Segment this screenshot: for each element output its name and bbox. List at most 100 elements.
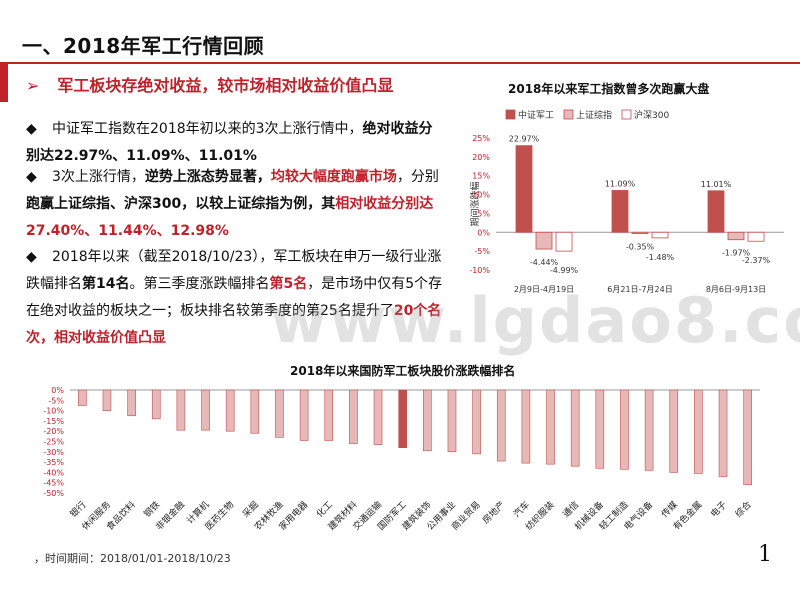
- bar: [644, 389, 654, 471]
- bullet-2-text-d: ，分别: [396, 169, 439, 185]
- x-tick-label: 化工: [314, 499, 335, 520]
- bullet-3-text-a: 2018年以来（截至2018/10/23），军工板块在申万一级行业涨跌幅排名: [26, 249, 442, 292]
- bar: [324, 389, 334, 441]
- bar: [225, 389, 235, 432]
- bullet-3-text-b: 第14名: [82, 276, 130, 292]
- y-tick-label: 15%: [472, 172, 490, 181]
- headline: ➢ 军工板块存绝对收益，较市场相对收益价值凸显: [26, 72, 393, 96]
- bar: [521, 389, 531, 464]
- bar: [496, 389, 506, 462]
- bullet-2-text-c: 均较大幅度跑赢市场: [270, 169, 397, 185]
- bar: [299, 389, 309, 441]
- footnote: ，时间期间：2018/01/01-2018/10/23: [34, 552, 231, 565]
- legend-label: 中证军工: [518, 109, 554, 121]
- bar: [747, 231, 765, 242]
- y-axis-label: 期间涨跌幅: [469, 181, 481, 226]
- chart2-title: 2018年以来国防军工板块股价涨跌幅排名: [290, 364, 516, 378]
- bar: [373, 389, 383, 445]
- legend-swatch: [505, 109, 516, 120]
- data-label: 11.09%: [605, 179, 636, 188]
- bullet-1: ◆ 中证军工指数在2018年初以来的3次上涨行情中，绝对收益分别达22.97%、1…: [26, 116, 446, 170]
- bar: [349, 389, 358, 444]
- bar: [669, 389, 679, 473]
- y-tick-label: -35%: [43, 458, 64, 467]
- bullet-1-text-b: 绝对收益分别达22.97%、11.09%、11.01%: [26, 121, 433, 164]
- legend-swatch: [563, 109, 574, 120]
- bullet-3-text-d: 第5名: [269, 276, 308, 292]
- x-tick-label: 银行: [67, 499, 88, 520]
- bar: [595, 389, 605, 469]
- bullet-2: ◆ 3次上涨行情，逆势上涨态势显著，均较大幅度跑赢市场，分别跑赢上证综指、沪深30…: [26, 164, 446, 245]
- legend-label: 上证综指: [576, 109, 612, 121]
- bar: [201, 389, 210, 431]
- bar: [423, 389, 432, 452]
- diamond-bullet-icon: ◆: [26, 169, 37, 185]
- bar: [447, 389, 457, 453]
- y-tick-label: -30%: [43, 448, 64, 457]
- y-tick-label: 5%: [477, 209, 490, 218]
- bullet-2-text-f: 相对收益分别达27.40%、11.44%、12.98%: [26, 196, 434, 239]
- bullet-3-text-f: 20个名次，相对收益价值凸显: [26, 303, 442, 346]
- title-divider: [0, 62, 800, 64]
- bar: [546, 389, 555, 465]
- diamond-bullet-icon: ◆: [26, 249, 37, 265]
- bar: [620, 389, 629, 470]
- y-tick-label: -15%: [43, 417, 64, 426]
- bar: [651, 231, 669, 239]
- data-label: -1.48%: [646, 253, 675, 262]
- y-tick-label: 25%: [472, 134, 490, 143]
- bar: [78, 389, 87, 406]
- data-label: -2.37%: [742, 256, 771, 265]
- y-tick-label: -50%: [43, 489, 64, 498]
- y-tick-label: 0%: [477, 228, 490, 237]
- data-label: -4.44%: [530, 258, 559, 267]
- bullet-2-text-b: 逆势上涨态势显著，: [144, 169, 271, 185]
- bar: [127, 389, 136, 417]
- bar: [515, 145, 533, 233]
- x-tick-label: 传媒: [659, 499, 680, 520]
- bar: [535, 231, 553, 250]
- page-title: 一、2018年军工行情回顾: [22, 34, 265, 58]
- page-number: 1: [758, 542, 772, 567]
- legend-label: 沪深300: [634, 109, 669, 121]
- bullet-3-text-c: 。第三季度涨跌幅排名: [129, 276, 270, 292]
- bar: [250, 389, 260, 434]
- bullet-3-text-e: ，是市场中仅有5个存在绝对收益的板块之一；板块排名较第季度的第25名提升了: [26, 276, 443, 319]
- legend-swatch: [621, 109, 632, 120]
- bullet-2-text-a: 3次上涨行情，: [52, 169, 145, 185]
- bar: [694, 389, 703, 474]
- x-tick-label: 电子: [708, 499, 729, 520]
- headline-text: 军工板块存绝对收益，较市场相对收益价值凸显: [57, 76, 394, 95]
- x-tick-label: 8月6日-9月13日: [706, 285, 766, 294]
- bar: [611, 190, 629, 233]
- data-label: -0.35%: [626, 243, 655, 252]
- bar: [727, 231, 745, 241]
- chart1-title: 2018年以来军工指数曾多次跑赢大盘: [508, 82, 710, 96]
- bar: [176, 389, 186, 431]
- bar: [102, 389, 112, 411]
- y-tick-label: -10%: [43, 407, 64, 416]
- bar: [472, 389, 481, 455]
- bar: [151, 389, 161, 420]
- bar: [743, 389, 752, 486]
- y-tick-label: 0%: [51, 386, 64, 395]
- x-tick-label: 房地产: [480, 499, 508, 527]
- bullet-1-text-a: 中证军工指数在2018年初以来的3次上涨行情中，: [52, 121, 363, 137]
- bar: [555, 231, 573, 252]
- x-tick-label: 钢铁: [141, 499, 162, 520]
- x-tick-label: 采掘: [240, 499, 261, 520]
- y-tick-label: -40%: [43, 468, 64, 477]
- y-tick-label: -20%: [43, 427, 64, 436]
- bar: [707, 190, 725, 233]
- data-label: 11.01%: [701, 180, 732, 189]
- diamond-bullet-icon: ◆: [26, 121, 37, 137]
- bar: [718, 389, 728, 477]
- x-tick-label: 2月9日-4月19日: [514, 285, 574, 294]
- bullet-3: ◆ 2018年以来（截至2018/10/23），军工板块在申万一级行业涨跌幅排名第…: [26, 244, 446, 352]
- x-tick-label: 汽车: [511, 499, 532, 520]
- chart1-svg: 中证军工 上证综指 沪深300 期间涨跌幅 25% 20% 15% 10% 5% 0% -5% -10…: [469, 109, 784, 294]
- bullet-2-text-e: 跑赢上证综指、沪深300，以较上证综指为例，其: [26, 196, 336, 212]
- y-tick-label: -5%: [474, 247, 490, 256]
- headline-accent-bar: [0, 64, 8, 102]
- x-tick-label: 6月21日-7月24日: [607, 285, 672, 294]
